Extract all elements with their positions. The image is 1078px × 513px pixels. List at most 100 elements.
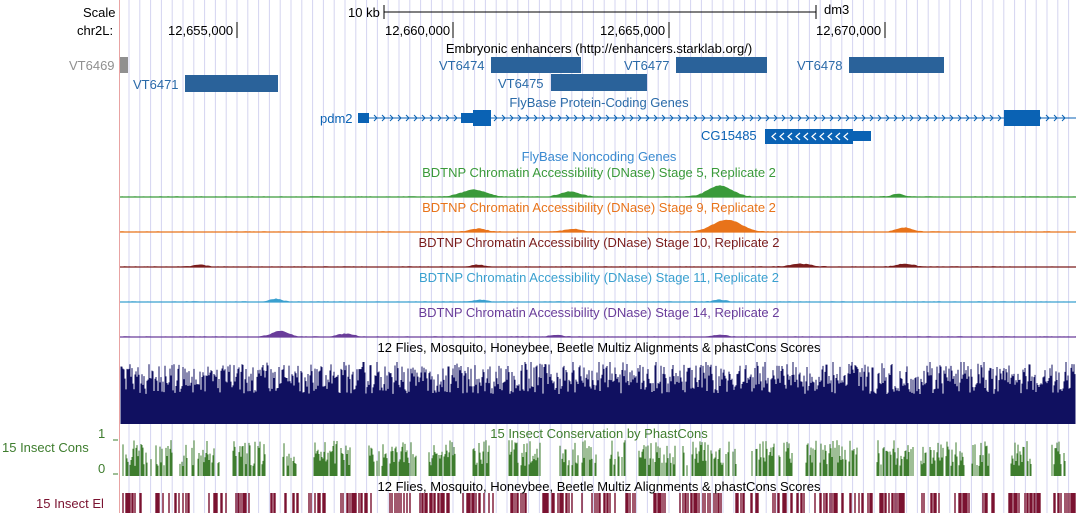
elements-track-title[interactable]: 12 Flies, Mosquito, Honeybee, Beetle Mul… <box>377 479 821 494</box>
enhancer-block-vt6469 <box>120 57 128 73</box>
dnase-stage11-track-title[interactable]: BDTNP Chromatin Accessibility (DNase) St… <box>418 270 780 285</box>
strand-arrow <box>835 132 841 141</box>
ruler-tick-label: 12,655,000 <box>168 23 234 38</box>
strand-arrow <box>893 114 898 122</box>
strand-arrow <box>787 132 793 141</box>
strand-arrow <box>565 114 570 122</box>
noncoding-track-title[interactable]: FlyBase Noncoding Genes <box>521 149 677 164</box>
multiz-track-title[interactable]: 12 Flies, Mosquito, Honeybee, Beetle Mul… <box>377 340 821 355</box>
dnase-signal <box>120 330 1076 337</box>
strand-arrow <box>573 114 578 122</box>
enhancer-block-vt6471 <box>185 75 278 92</box>
ruler-tick-label: 12,665,000 <box>600 23 666 38</box>
dnase-signal <box>120 185 1076 197</box>
strand-arrow <box>827 132 833 141</box>
strand-arrow <box>525 114 530 122</box>
strand-arrow <box>981 114 986 122</box>
elements-side-label[interactable]: 15 Insect El <box>36 496 104 511</box>
strand-arrow <box>637 114 642 122</box>
strand-arrow <box>445 114 450 122</box>
ruler-tick-label: 12,660,000 <box>385 23 451 38</box>
strand-arrow <box>949 114 954 122</box>
dnase-stage10-track-title[interactable]: BDTNP Chromatin Accessibility (DNase) St… <box>418 235 780 250</box>
enhancer-block-vt6475 <box>551 74 647 91</box>
gene-exon-pdm2 <box>473 110 491 126</box>
strand-arrow <box>677 114 682 122</box>
enhancer-block-vt6478 <box>849 57 944 73</box>
strand-arrow <box>821 114 826 122</box>
strand-arrow <box>901 114 906 122</box>
phastcons-track-title[interactable]: 15 Insect Conservation by PhastCons <box>490 426 708 441</box>
strand-arrow <box>797 114 802 122</box>
dnase-stage9-track-title[interactable]: BDTNP Chromatin Accessibility (DNase) St… <box>422 200 776 215</box>
strand-arrow <box>757 114 762 122</box>
strand-arrow <box>811 132 817 141</box>
protein-coding-track-title[interactable]: FlyBase Protein-Coding Genes <box>509 95 689 110</box>
strand-arrow <box>909 114 914 122</box>
dnase-stage5-track-title[interactable]: BDTNP Chromatin Accessibility (DNase) St… <box>422 165 776 180</box>
strand-arrow <box>589 114 594 122</box>
dnase-signal <box>120 219 1076 232</box>
strand-arrow <box>725 114 730 122</box>
strand-arrow <box>869 114 874 122</box>
strand-arrow <box>773 114 778 122</box>
strand-arrow <box>957 114 962 122</box>
enhancer-label-vt6478[interactable]: VT6478 <box>797 58 843 73</box>
strand-arrow <box>885 114 890 122</box>
strand-arrow <box>973 114 978 122</box>
strand-arrow <box>413 114 418 122</box>
strand-arrow <box>877 114 882 122</box>
strand-arrow <box>693 114 698 122</box>
strand-arrow <box>779 132 785 141</box>
strand-arrow <box>669 114 674 122</box>
strand-arrow <box>397 114 402 122</box>
dnase-stage14-track-title[interactable]: BDTNP Chromatin Accessibility (DNase) St… <box>418 305 780 320</box>
gene-label-pdm2[interactable]: pdm2 <box>320 111 353 126</box>
gene-exon-pdm2 <box>358 113 369 123</box>
strand-arrow <box>405 114 410 122</box>
strand-arrow <box>621 114 626 122</box>
strand-arrow <box>917 114 922 122</box>
enhancer-label-vt6469[interactable]: VT6469 <box>69 58 115 73</box>
strand-arrow <box>1053 114 1058 122</box>
strand-arrow <box>661 114 666 122</box>
gene-exon-cg15485 <box>765 129 853 144</box>
assembly-label: dm3 <box>824 2 850 17</box>
enhancer-label-vt6477[interactable]: VT6477 <box>624 58 670 73</box>
strand-arrow <box>685 114 690 122</box>
dnase-signal <box>120 298 1076 302</box>
strand-arrow <box>749 114 754 122</box>
strand-arrow <box>1045 114 1050 122</box>
strand-arrow <box>509 114 514 122</box>
strand-arrow <box>997 114 1002 122</box>
gene-exon-pdm2 <box>1004 110 1040 126</box>
strand-arrow <box>925 114 930 122</box>
strand-arrow <box>373 114 378 122</box>
strand-arrow <box>533 114 538 122</box>
strand-arrow <box>701 114 706 122</box>
phastcons-side-label[interactable]: 15 Insect Cons <box>2 440 89 455</box>
strand-arrow <box>581 114 586 122</box>
enhancer-label-vt6471[interactable]: VT6471 <box>133 77 179 92</box>
enhancers-track-title[interactable]: Embryonic enhancers (http://enhancers.st… <box>445 41 753 56</box>
enhancer-label-vt6475[interactable]: VT6475 <box>498 76 544 91</box>
window-start-guide-line <box>119 0 120 513</box>
phastcons-axis-min: 0 <box>98 461 106 476</box>
strand-arrow <box>541 114 546 122</box>
strand-arrow <box>805 114 810 122</box>
phastcons-bars <box>122 440 1066 476</box>
strand-arrow <box>795 132 801 141</box>
strand-arrow <box>453 114 458 122</box>
strand-arrow <box>629 114 634 122</box>
strand-arrow <box>493 114 498 122</box>
strand-arrow <box>605 114 610 122</box>
enhancer-label-vt6474[interactable]: VT6474 <box>439 58 485 73</box>
strand-arrow <box>557 114 562 122</box>
gene-label-cg15485[interactable]: CG15485 <box>701 128 757 143</box>
ruler-tick-label: 12,670,000 <box>816 23 882 38</box>
enhancer-block-vt6477 <box>676 57 767 73</box>
phastcons-axis-max: 1 <box>98 426 106 441</box>
strand-arrow <box>765 114 770 122</box>
